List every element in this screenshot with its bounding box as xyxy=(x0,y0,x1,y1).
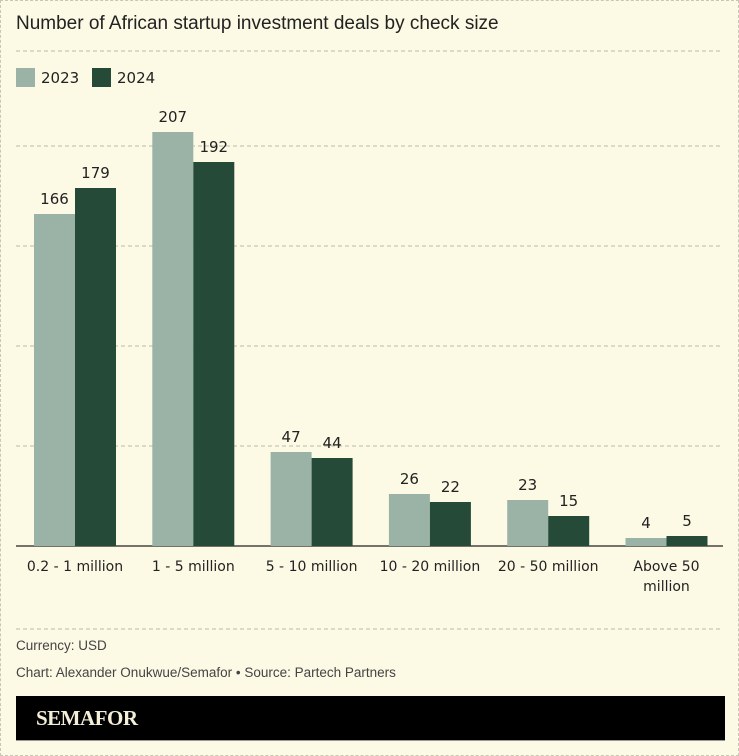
data-label: 47 xyxy=(282,428,301,446)
bar-chart: 2023 2024 166 179 0.2 - 1 million 207 192 1 - 5… xyxy=(16,50,723,630)
data-label: 192 xyxy=(199,138,228,156)
bar-2024-1 xyxy=(193,162,235,546)
legend-swatch-2024 xyxy=(92,68,111,87)
x-tick-label: 20 - 50 million xyxy=(498,559,599,575)
legend-label-2024: 2024 xyxy=(117,69,155,87)
data-label: 22 xyxy=(441,478,460,496)
currency-note: Currency: USD xyxy=(16,638,107,653)
bar-2023-0 xyxy=(34,214,75,546)
bar-2023-3 xyxy=(388,494,430,546)
semafor-logo: SEMAFOR xyxy=(36,706,138,730)
bar-2024-0 xyxy=(75,188,116,546)
bar-2024-3 xyxy=(429,502,471,546)
data-label: 15 xyxy=(559,492,578,510)
data-label: 207 xyxy=(158,108,187,126)
legend-swatch-2023 xyxy=(16,68,35,87)
bar-2023-1 xyxy=(152,132,194,546)
data-label: 44 xyxy=(323,434,342,452)
bar-2023-5 xyxy=(625,538,667,546)
x-tick-label: 1 - 5 million xyxy=(152,559,235,575)
bar-2023-2 xyxy=(270,452,312,546)
chart-title: Number of African startup investment dea… xyxy=(16,13,499,34)
x-tick-label: 5 - 10 million xyxy=(266,559,358,575)
footer-bar: SEMAFOR xyxy=(16,696,725,741)
data-label: 4 xyxy=(641,514,651,532)
bar-2023-4 xyxy=(507,500,549,546)
credit-note: Chart: Alexander Onukwue/Semafor • Sourc… xyxy=(16,665,396,680)
x-tick-label: 0.2 - 1 million xyxy=(27,559,123,575)
data-label: 5 xyxy=(682,512,692,530)
bar-2024-2 xyxy=(311,458,353,546)
data-label: 166 xyxy=(40,190,69,208)
data-label: 179 xyxy=(81,164,110,182)
bar-2024-4 xyxy=(548,516,590,546)
x-tick-label: 10 - 20 million xyxy=(380,559,481,575)
legend-label-2023: 2023 xyxy=(41,69,79,87)
x-tick-label: Above 50 xyxy=(633,559,699,575)
data-label: 23 xyxy=(518,476,537,494)
bar-2024-5 xyxy=(666,536,708,546)
x-tick-label: million xyxy=(643,579,690,595)
data-label: 26 xyxy=(400,470,419,488)
